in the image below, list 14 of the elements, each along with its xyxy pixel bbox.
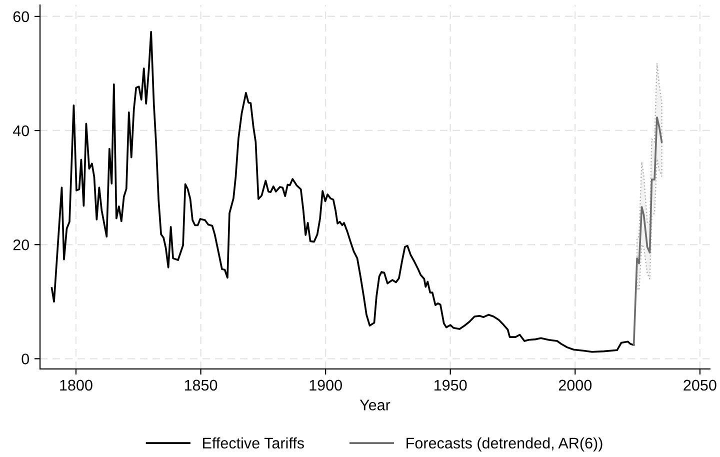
legend-label: Effective Tariffs — [203, 437, 304, 449]
line-series — [50, 30, 635, 353]
y-tick-label: 60 — [13, 11, 30, 22]
x-tick-label: 1800 — [60, 380, 92, 391]
legend-label: Forecasts (detrended, AR(6)) — [406, 437, 602, 452]
x-tick-label: 2000 — [558, 380, 592, 391]
x-tick-label: 1900 — [310, 380, 342, 391]
y-tick-label: 40 — [12, 125, 30, 136]
x-tick-label: 1850 — [184, 380, 218, 391]
y-tick-label: 0 — [22, 354, 30, 364]
x-axis-title: Year — [360, 400, 390, 410]
y-tick-label: 20 — [13, 239, 30, 250]
x-tick-label: 1950 — [434, 380, 467, 391]
x-tick-label: 2050 — [684, 380, 716, 391]
